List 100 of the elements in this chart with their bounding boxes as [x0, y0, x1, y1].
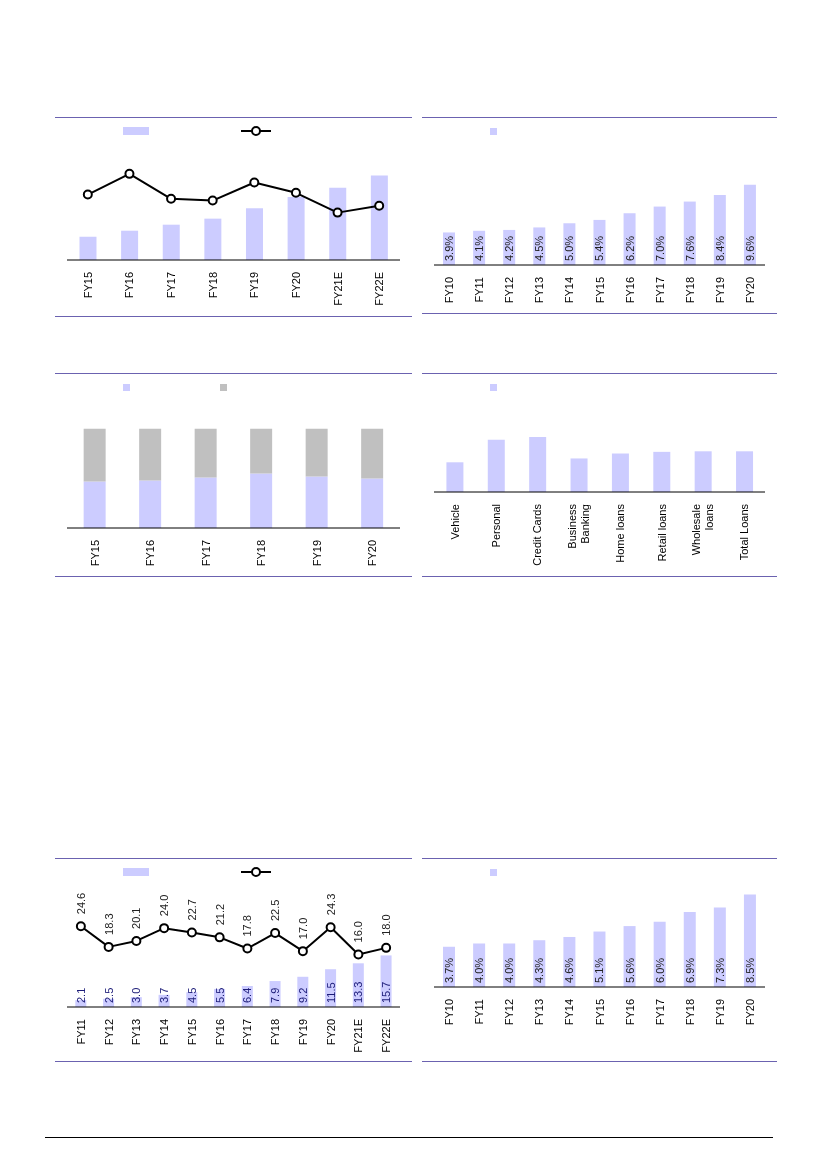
bar	[305, 428, 328, 477]
x-tick-label: FY13	[533, 999, 546, 1026]
x-tick-label: FY15	[593, 277, 606, 304]
data-label: 5.6%	[623, 957, 636, 983]
data-label: 3.7	[158, 987, 171, 1003]
data-label: 4.1%	[473, 235, 486, 261]
point	[353, 949, 364, 960]
x-tick-label: Business Banking	[566, 503, 592, 549]
bar	[204, 218, 222, 260]
data-label: 6.2%	[623, 235, 636, 261]
point	[381, 942, 392, 953]
bar	[83, 481, 106, 528]
x-tick-label: FY14	[563, 999, 576, 1026]
point	[207, 195, 218, 206]
bar	[162, 224, 180, 260]
x-tick-label: FY12	[102, 1019, 115, 1046]
x-tick-label: FY18	[683, 999, 696, 1026]
x-tick-label: FY19	[310, 540, 323, 567]
bar	[121, 230, 139, 260]
bar	[305, 476, 328, 528]
bar	[250, 473, 273, 528]
x-tick-label: Wholesale loans	[690, 503, 716, 556]
x-tick-label: FY14	[563, 277, 576, 304]
x-tick-label: FY20	[289, 272, 302, 299]
bar	[529, 437, 547, 492]
x-tick-label: FY17	[653, 999, 666, 1026]
point	[214, 932, 225, 943]
bar	[653, 451, 671, 492]
data-label: 4.5%	[533, 235, 546, 261]
bar	[194, 477, 217, 528]
point	[249, 177, 260, 188]
data-label: 4.0%	[473, 957, 486, 983]
data-label: 9.6%	[743, 235, 756, 261]
data-label: 5.4%	[593, 235, 606, 261]
bar	[194, 428, 217, 478]
data-label: 4.5	[185, 987, 198, 1003]
data-label: 6.0%	[653, 957, 666, 983]
x-tick-label: FY16	[623, 999, 636, 1026]
point	[159, 923, 170, 934]
data-label: 8.5%	[743, 957, 756, 983]
x-tick-label: FY16	[623, 277, 636, 304]
x-tick-label: FY21E	[331, 272, 344, 306]
bar	[370, 175, 388, 260]
data-label: 4.3%	[533, 957, 546, 983]
data-label: 7.0%	[653, 235, 666, 261]
point	[290, 187, 301, 198]
x-tick-label: FY17	[165, 272, 178, 299]
x-tick-label: FY17	[653, 277, 666, 304]
x-tick-label: FY12	[503, 999, 516, 1026]
x-tick-label: FY15	[185, 1019, 198, 1046]
bar	[361, 428, 384, 479]
data-label: 7.9	[269, 987, 282, 1003]
bar	[736, 451, 754, 492]
data-label: 5.5	[213, 987, 226, 1003]
data-label: 24.0	[158, 894, 171, 917]
x-tick-label: FY18	[255, 540, 268, 567]
x-tick-label: FY16	[123, 272, 136, 299]
point	[124, 168, 135, 179]
data-label: 7.6%	[683, 235, 696, 261]
x-tick-label: FY22E	[380, 1019, 393, 1053]
x-tick-label: FY16	[213, 1019, 226, 1046]
data-label: 6.4	[241, 987, 254, 1003]
bar	[446, 462, 464, 492]
x-tick-label: FY11	[74, 1019, 87, 1045]
data-label: 2.1	[74, 987, 87, 1003]
data-label: 4.6%	[563, 957, 576, 983]
bar	[487, 439, 505, 492]
x-tick-label: Vehicle	[448, 504, 461, 540]
x-tick-label: FY21E	[352, 1019, 365, 1053]
x-tick-label: FY19	[713, 999, 726, 1026]
x-tick-label: FY11	[473, 999, 486, 1025]
data-label: 24.6	[74, 892, 87, 915]
point	[332, 207, 343, 218]
data-label: 8.4%	[713, 235, 726, 261]
x-tick-label: FY11	[473, 277, 486, 303]
bar	[287, 197, 305, 260]
x-tick-label: Personal	[490, 504, 503, 548]
x-tick-label: FY13	[533, 277, 546, 304]
x-tick-label: FY15	[81, 272, 94, 299]
x-tick-label: FY10	[443, 999, 456, 1026]
bar	[245, 208, 263, 260]
x-tick-label: FY18	[206, 272, 219, 299]
data-label: 7.3%	[713, 957, 726, 983]
x-tick-label: FY18	[269, 1019, 282, 1046]
point	[131, 935, 142, 946]
x-tick-label: FY13	[130, 1019, 143, 1046]
data-label: 18.3	[102, 913, 115, 935]
point	[186, 927, 197, 938]
x-tick-label: Credit Cards	[531, 503, 544, 566]
x-tick-label: FY18	[683, 277, 696, 304]
point	[75, 921, 86, 932]
bar	[361, 478, 384, 528]
data-label: 6.9%	[683, 957, 696, 983]
data-label: 24.3	[324, 893, 337, 916]
data-label: 13.3	[352, 981, 365, 1003]
bar	[329, 187, 347, 260]
data-label: 5.1%	[593, 957, 606, 983]
x-tick-label: FY20	[366, 540, 379, 567]
data-label: 3.9%	[443, 235, 456, 261]
data-label: 5.0%	[563, 235, 576, 261]
